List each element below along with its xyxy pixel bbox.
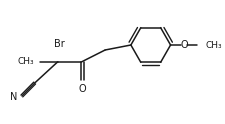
Text: N: N — [10, 92, 18, 102]
Text: O: O — [78, 84, 86, 94]
Text: CH₃: CH₃ — [17, 57, 34, 65]
Text: Br: Br — [54, 39, 65, 49]
Text: CH₃: CH₃ — [204, 41, 221, 49]
Text: O: O — [180, 40, 187, 50]
